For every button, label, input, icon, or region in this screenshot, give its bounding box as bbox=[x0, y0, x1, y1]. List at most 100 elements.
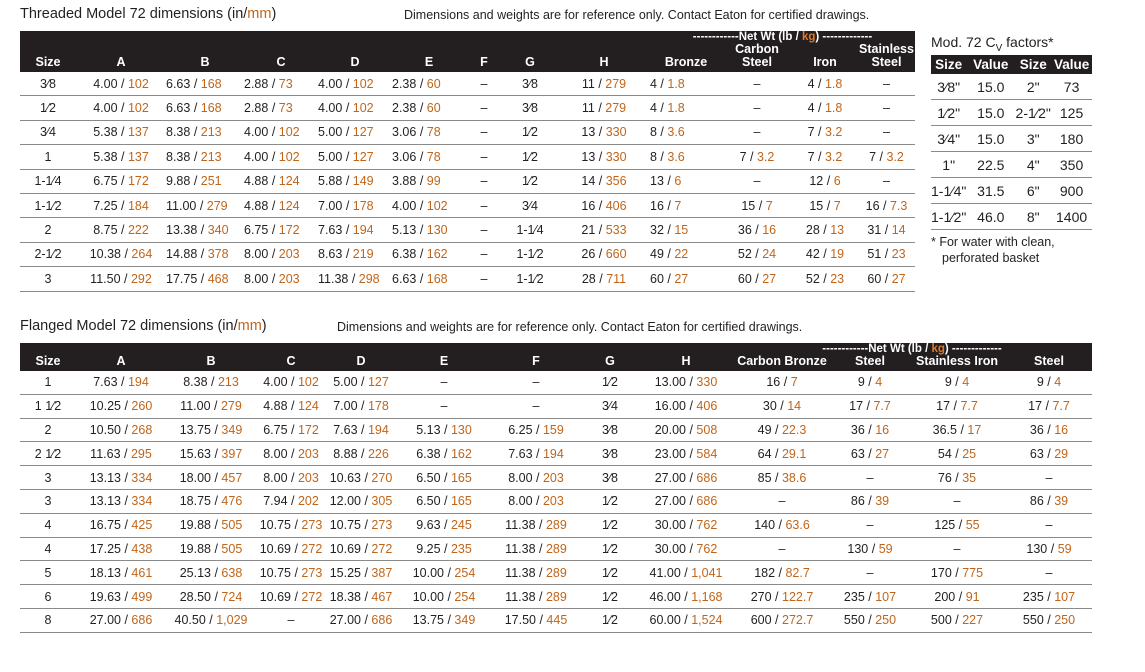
value-in: 36 bbox=[737, 223, 752, 238]
value-in: 4.00 bbox=[318, 101, 343, 116]
cell-h: 60.00 / 1,524 bbox=[640, 608, 732, 633]
value-in: 18.13 bbox=[89, 565, 121, 580]
value-mm: 178 bbox=[352, 198, 374, 213]
cell-iron: 12 / 6 bbox=[792, 169, 858, 194]
value-mm: 29.1 bbox=[781, 446, 807, 461]
value-mm: 7 bbox=[765, 198, 773, 213]
netwt-kg: kg bbox=[801, 31, 816, 43]
cv-row: 3⁄4" 15.0 3" 180 bbox=[931, 125, 1092, 152]
value-mm: 168 bbox=[200, 101, 222, 116]
value-mm: 468 bbox=[207, 271, 229, 286]
value-in: 4.00 bbox=[244, 125, 269, 140]
cell-steel: 550 / 250 bbox=[832, 608, 908, 633]
cell-stainless-iron: – bbox=[908, 537, 1006, 562]
cell-stainless-iron: 9 / 4 bbox=[908, 371, 1006, 395]
cv-cell: 46.0 bbox=[966, 203, 1016, 230]
value-in: 27.00 bbox=[654, 470, 686, 485]
cell-c: 7.94 / 202 bbox=[256, 489, 326, 514]
cell-d: 7.00 / 178 bbox=[326, 394, 396, 419]
cell-size: 1⁄2 bbox=[20, 95, 76, 121]
cell-h: 11 / 279 bbox=[558, 72, 650, 97]
value-mm: 406 bbox=[696, 399, 718, 414]
cell-steel-2: – bbox=[1006, 465, 1092, 490]
value-in: – bbox=[883, 76, 890, 91]
value-in: 86 bbox=[1029, 494, 1044, 509]
cell-h: 27.00 / 686 bbox=[640, 465, 732, 490]
cell-f: – bbox=[492, 371, 580, 395]
value-in: 8.00 bbox=[244, 247, 269, 262]
cell-e: 3.88 / 99 bbox=[392, 169, 466, 194]
value-in: 19.63 bbox=[89, 589, 121, 604]
value-in: 3.06 bbox=[392, 125, 417, 140]
table-row: 3⁄4 5.38 / 137 8.38 / 213 4.00 / 102 5.00 / … bbox=[20, 120, 915, 146]
cell-bronze: 32 / 15 bbox=[650, 217, 722, 243]
value-in: – bbox=[1045, 470, 1053, 485]
cell-steel-2: 17 / 7.7 bbox=[1006, 394, 1092, 419]
cv-row: 1" 22.5 4" 350 bbox=[931, 151, 1092, 178]
value-in: 8.38 bbox=[183, 375, 208, 390]
column-header-steel: Steel bbox=[832, 355, 908, 371]
cell-f: – bbox=[466, 95, 502, 121]
cell-a: 4.00 / 102 bbox=[76, 72, 166, 97]
table-row: 1-1⁄2 7.25 / 184 11.00 / 279 4.88 / 124 7.00… bbox=[20, 193, 915, 219]
value-mm: 289 bbox=[545, 518, 567, 533]
cell-b: 13.38 / 340 bbox=[166, 217, 244, 243]
column-header-bronze: Bronze bbox=[650, 43, 722, 72]
value-mm: 251 bbox=[200, 174, 222, 189]
value-mm: 305 bbox=[371, 494, 393, 509]
netwt-label: ------------Net Wt (lb / bbox=[822, 343, 932, 355]
cell-g: 1-1⁄4 bbox=[502, 217, 558, 243]
value-in: – bbox=[778, 494, 786, 509]
cv-title-sub: V bbox=[995, 42, 1003, 54]
value-mm: 272 bbox=[301, 589, 323, 604]
value-in: 30.00 bbox=[654, 541, 686, 556]
cell-steel: 235 / 107 bbox=[832, 584, 908, 609]
cell-iron: 52 / 23 bbox=[792, 266, 858, 292]
column-header-b: B bbox=[166, 43, 244, 72]
value-mm: 334 bbox=[131, 494, 153, 509]
value-in: 8.00 bbox=[244, 271, 269, 286]
cell-a: 18.13 / 461 bbox=[76, 560, 166, 586]
cell-f: – bbox=[466, 169, 502, 194]
value-in: 8.75 bbox=[93, 223, 118, 238]
cell-steel-2: 36 / 16 bbox=[1006, 418, 1092, 443]
value-mm: 13 bbox=[830, 223, 845, 238]
cell-d: 5.00 / 127 bbox=[326, 371, 396, 395]
value-in: 13.13 bbox=[89, 494, 121, 509]
value-in: 27.00 bbox=[329, 613, 361, 628]
cell-iron: 15 / 7 bbox=[792, 193, 858, 219]
cv-cell: 1-1⁄4" bbox=[931, 177, 967, 204]
cell-carbon-steel: – bbox=[722, 120, 792, 146]
value-in: 23.00 bbox=[654, 446, 686, 461]
value-in: 16 bbox=[865, 198, 880, 213]
cell-f: 7.63 / 194 bbox=[492, 441, 580, 467]
value-mm: 73 bbox=[278, 76, 293, 91]
value-in: 10.69 bbox=[329, 541, 361, 556]
cell-stainless-iron: – bbox=[908, 489, 1006, 514]
value-in: 25.13 bbox=[179, 565, 211, 580]
value-in: 5.38 bbox=[93, 149, 118, 164]
cell-iron: 4 / 1.8 bbox=[792, 95, 858, 121]
value-in: 130 bbox=[1026, 541, 1048, 556]
cell-stainless-iron: 500 / 227 bbox=[908, 608, 1006, 633]
value-mm: 16 bbox=[762, 223, 777, 238]
cell-g: 1⁄2 bbox=[502, 120, 558, 146]
value-in: 13 bbox=[581, 125, 596, 140]
value-in: 11.38 bbox=[505, 541, 536, 556]
cell-steel: 86 / 39 bbox=[832, 489, 908, 514]
value-mm: 14 bbox=[891, 223, 906, 238]
value-mm: 222 bbox=[127, 223, 149, 238]
flanged-title-text: Flanged Model 72 dimensions (in/ bbox=[20, 318, 238, 334]
cv-cell: 3⁄8" bbox=[931, 74, 967, 100]
value-in: 4.00 bbox=[263, 375, 288, 390]
value-in: 54 bbox=[937, 446, 952, 461]
value-in: 11.00 bbox=[166, 198, 197, 213]
value-in: 8.88 bbox=[333, 446, 358, 461]
value-in: 5.00 bbox=[318, 125, 343, 140]
value-mm: 7.7 bbox=[873, 399, 891, 414]
value-in: 10.25 bbox=[89, 399, 121, 414]
value-in: 36.5 bbox=[932, 422, 957, 437]
value-in: 31 bbox=[867, 223, 882, 238]
column-header-iron: Iron bbox=[792, 43, 858, 72]
value-in: 200 bbox=[934, 589, 956, 604]
